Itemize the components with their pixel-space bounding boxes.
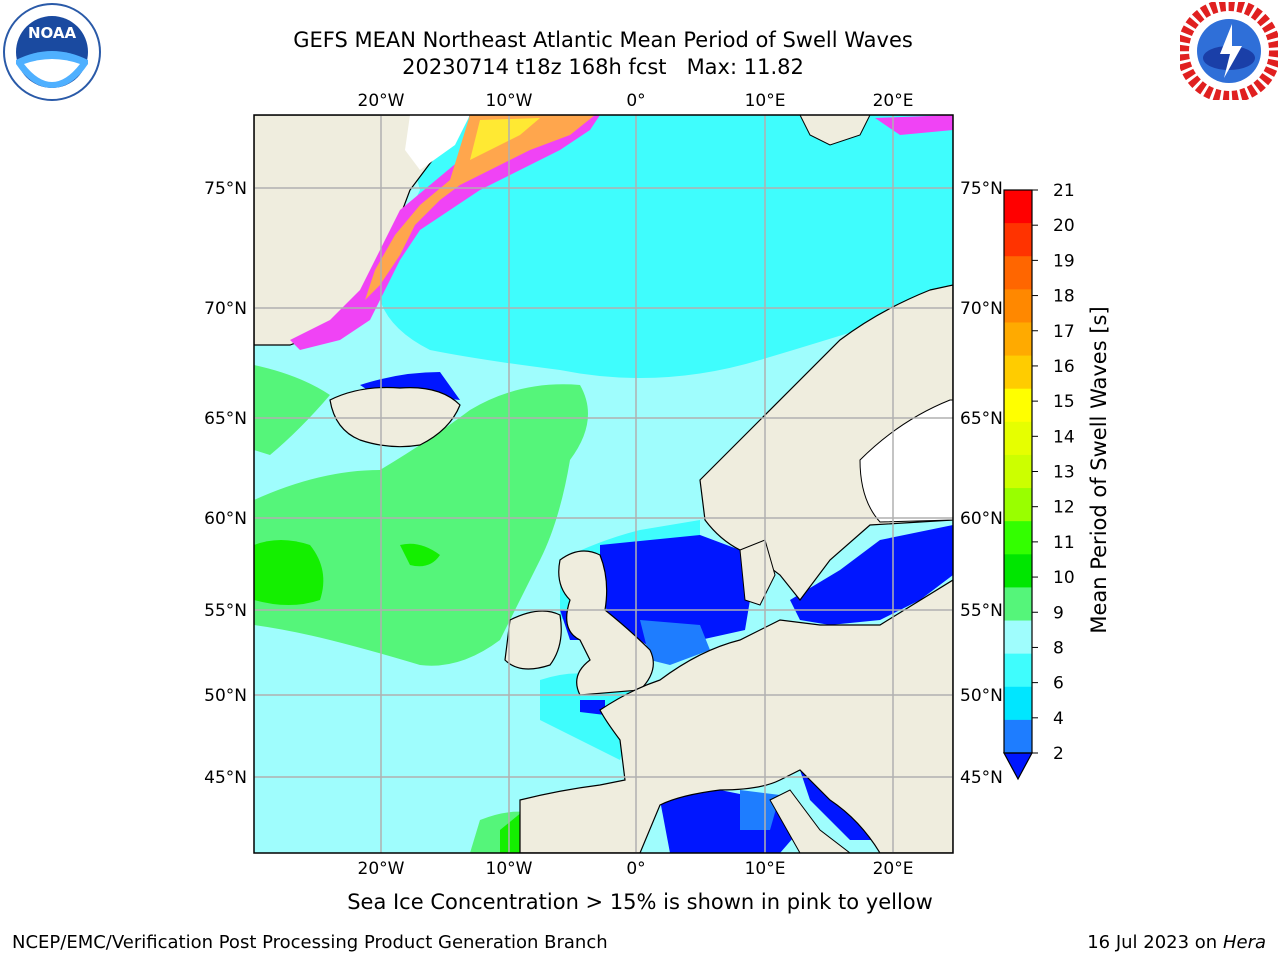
colorbar-segment xyxy=(1004,454,1032,489)
denmark-land xyxy=(739,539,776,606)
lat-label: 45°N xyxy=(960,768,1003,788)
ocean-brightgreen-west xyxy=(254,540,324,605)
colorbar-segment xyxy=(1004,653,1032,688)
lon-labels-bottom: 20°W 10°W 0° 10°E 20°E xyxy=(358,859,914,879)
colorbar-segment xyxy=(1004,587,1032,622)
italy-land xyxy=(769,789,851,853)
colorbar-segment xyxy=(1004,488,1032,522)
colorbar-extend-arrow xyxy=(1002,752,1034,781)
colorbar-tick-label: 18 xyxy=(1053,287,1075,307)
colorbar-segment xyxy=(1004,421,1032,456)
colorbar-segment xyxy=(1004,388,1032,423)
colorbar-segment xyxy=(1004,620,1032,655)
colorbar-segment xyxy=(1004,190,1032,224)
baltic-sea-blue xyxy=(790,525,953,625)
great-britain-land xyxy=(558,550,654,696)
colorbar-segment xyxy=(1004,554,1032,588)
colorbar-tick-label: 14 xyxy=(1053,427,1075,447)
lon-label: 10°E xyxy=(745,859,786,879)
lon-label: 20°E xyxy=(873,91,914,111)
colorbar-tick-label: 16 xyxy=(1053,357,1075,377)
colorbar-tick-label: 8 xyxy=(1053,638,1064,658)
colorbar-label: Mean Period of Swell Waves [s] xyxy=(1087,306,1111,633)
colorbar-tick-label: 13 xyxy=(1053,463,1075,483)
footer-date: 16 Jul 2023 on xyxy=(1087,932,1223,953)
colorbar-segment xyxy=(1004,322,1032,357)
ocean-green-west xyxy=(254,365,330,455)
colorbar-tick-label: 4 xyxy=(1053,709,1064,729)
sea-ice-pink xyxy=(290,115,600,350)
lat-label: 70°N xyxy=(204,299,247,319)
colorbar-segment xyxy=(1004,223,1032,257)
ocean-green-central xyxy=(254,384,588,666)
footer-right: 16 Jul 2023 on Hera xyxy=(1087,932,1266,953)
map-gridlines xyxy=(254,115,953,853)
lon-label: 0° xyxy=(626,859,645,879)
lat-label: 50°N xyxy=(204,686,247,706)
lon-labels-top: 20°W 10°W 0° 10°E 20°E xyxy=(358,91,914,111)
lon-label: 10°W xyxy=(486,859,533,879)
map-frame xyxy=(253,114,954,854)
lat-labels-left: 75°N 70°N 65°N 60°N 55°N 50°N 45°N xyxy=(204,179,247,788)
colorbar: 21 20 19 18 17 16 15 14 13 12 11 10 9 8 6 4 2 xyxy=(1002,181,1075,781)
lat-label: 75°N xyxy=(960,179,1003,199)
colorbar-segment xyxy=(1004,289,1032,323)
footer-left: NCEP/EMC/Verification Post Processing Pr… xyxy=(12,932,608,953)
noaa-logo-icon: NOAA xyxy=(2,2,102,102)
colorbar-tick-label: 9 xyxy=(1053,603,1064,623)
colorbar-segment xyxy=(1004,686,1032,721)
lon-label: 0° xyxy=(626,91,645,111)
sea-ice-note: Sea Ice Concentration > 15% is shown in … xyxy=(347,890,933,914)
lon-label: 20°E xyxy=(873,859,914,879)
lat-label: 45°N xyxy=(204,768,247,788)
colorbar-tick-label: 19 xyxy=(1053,251,1075,271)
colorbar-tick-label: 17 xyxy=(1053,322,1075,342)
colorbar-tick-label: 21 xyxy=(1053,181,1075,201)
lon-label: 20°W xyxy=(358,91,405,111)
chart-subtitle: 20230714 t18z 168h fcst Max: 11.82 xyxy=(402,55,804,79)
colorbar-tick-label: 20 xyxy=(1053,216,1075,236)
noaa-logo-text: NOAA xyxy=(28,24,77,42)
colorbar-tick-label: 2 xyxy=(1053,744,1064,764)
lat-label: 50°N xyxy=(960,686,1003,706)
lat-label: 65°N xyxy=(960,409,1003,429)
ireland-land xyxy=(504,610,562,670)
colorbar-tick-label: 12 xyxy=(1053,498,1075,518)
continental-europe-land xyxy=(519,579,953,853)
lat-label: 55°N xyxy=(204,601,247,621)
iceland-land xyxy=(329,386,461,448)
sea-ice-yellow xyxy=(470,118,540,160)
chart-title: GEFS MEAN Northeast Atlantic Mean Period… xyxy=(293,28,913,52)
map-plot-area xyxy=(254,115,953,853)
north-sea-blue xyxy=(600,535,750,655)
colorbar-segment xyxy=(1004,256,1032,290)
colorbar-tick-label: 15 xyxy=(1053,392,1075,412)
footer-host: Hera xyxy=(1222,932,1266,953)
ocean-cyan-north xyxy=(380,115,953,378)
lon-label: 20°W xyxy=(358,859,405,879)
lat-label: 70°N xyxy=(960,299,1003,319)
lon-label: 10°W xyxy=(486,91,533,111)
colorbar-segment xyxy=(1004,719,1032,754)
colorbar-segment xyxy=(1004,355,1032,390)
lat-labels-right: 75°N 70°N 65°N 60°N 55°N 50°N 45°N xyxy=(960,179,1003,788)
lon-label: 10°E xyxy=(745,91,786,111)
colorbar-tick-label: 11 xyxy=(1053,533,1075,553)
lat-label: 75°N xyxy=(204,179,247,199)
lat-label: 60°N xyxy=(960,509,1003,529)
lat-label: 65°N xyxy=(204,409,247,429)
lat-label: 60°N xyxy=(204,509,247,529)
colorbar-segment xyxy=(1004,521,1032,555)
nws-logo-icon xyxy=(1177,0,1280,103)
colorbar-tick-label: 10 xyxy=(1053,568,1075,588)
lat-label: 55°N xyxy=(960,601,1003,621)
gulf-of-bothnia xyxy=(859,399,953,523)
colorbar-tick-label: 6 xyxy=(1053,674,1064,694)
